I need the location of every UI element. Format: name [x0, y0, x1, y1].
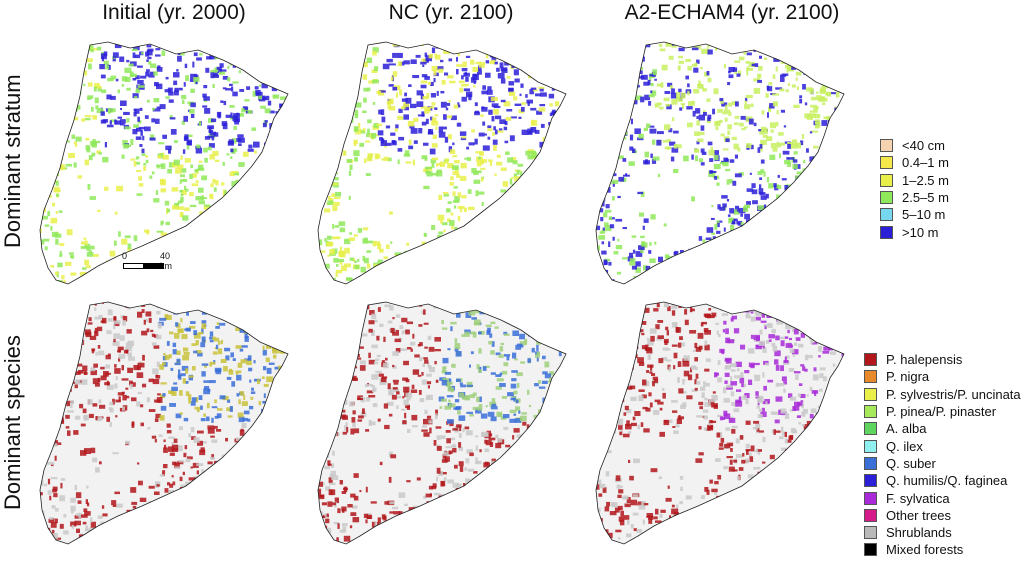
legend-species-item: Q. humilis/Q. faginea [864, 472, 1021, 489]
legend-stratum-swatch [880, 225, 893, 239]
legend-species-label: Mixed forests [886, 542, 964, 558]
column-title-initial: Initial (yr. 2000) [102, 1, 246, 24]
region-outline [595, 301, 845, 545]
legend-species-item: Q. ilex [864, 437, 1021, 454]
legend-species-swatch [864, 405, 877, 419]
legend-species-swatch [864, 422, 877, 436]
legend-stratum-swatch [880, 173, 893, 187]
legend-species-item: P. sylvestris/P. uncinata [864, 386, 1021, 403]
legend-species-label: P. halepensis [886, 352, 963, 368]
column-title-a2-echam4: A2-ECHAM4 (yr. 2100) [624, 1, 840, 24]
legend-species-label: Other trees [886, 507, 952, 523]
legend-species-swatch [864, 353, 877, 367]
region-fill [596, 302, 844, 544]
region-fill [40, 302, 288, 544]
legend-species: P. halepensis P. nigra P. sylvestris/P. un… [864, 351, 1021, 559]
legend-stratum-item: <40 cm [880, 137, 949, 154]
legend-species-item: P. nigra [864, 368, 1021, 385]
legend-stratum-label: 0.4–1 m [902, 155, 949, 171]
legend-species-label: F. sylvatica [886, 490, 950, 506]
row-title-dominant-stratum: Dominant stratum [0, 74, 25, 248]
legend-stratum-label: 2.5–5 m [902, 190, 949, 206]
legend-stratum-label: <40 cm [902, 138, 945, 154]
legend-stratum-swatch [880, 191, 893, 205]
scale-bar-white-segment [123, 263, 144, 269]
scale-bar-end-label: 40 km [160, 251, 172, 271]
legend-stratum-item: 2.5–5 m [880, 189, 949, 206]
legend-species-swatch [864, 543, 877, 557]
scale-bar-start-label: 0 [122, 251, 128, 261]
region-outline [317, 41, 567, 285]
row-title-dominant-species: Dominant species [0, 335, 25, 510]
map-species-a2-echam4 [595, 301, 845, 545]
map-stratum-initial [39, 41, 289, 285]
legend-species-swatch [864, 370, 877, 384]
legend-species-swatch [864, 508, 877, 522]
legend-species-item: F. sylvatica [864, 489, 1021, 506]
legend-species-item: P. halepensis [864, 351, 1021, 368]
scale-bar: 0 40 km [122, 251, 182, 281]
legend-stratum: <40 cm 0.4–1 m 1–2.5 m 2.5–5 m 5–10 m >10 m [880, 137, 949, 241]
legend-species-label: P. pinea/P. pinaster [886, 404, 997, 420]
region-outline [317, 301, 567, 545]
map-stratum-nc [317, 41, 567, 285]
legend-species-label: Shrublands [886, 525, 952, 541]
legend-species-item: Shrublands [864, 524, 1021, 541]
legend-species-label: P. sylvestris/P. uncinata [886, 386, 1021, 402]
legend-species-item: Mixed forests [864, 541, 1021, 558]
scale-bar-black-segment [143, 263, 164, 269]
legend-species-swatch [864, 387, 877, 401]
region-outline [39, 41, 289, 285]
legend-species-label: A. alba [886, 421, 927, 437]
legend-species-swatch [864, 526, 877, 540]
column-title-nc: NC (yr. 2100) [388, 1, 514, 24]
legend-species-item: Other trees [864, 507, 1021, 524]
legend-species-label: Q. humilis/Q. faginea [886, 473, 1008, 489]
legend-species-swatch [864, 491, 877, 505]
map-species-initial [39, 301, 289, 545]
legend-stratum-item: 0.4–1 m [880, 154, 949, 171]
legend-stratum-label: >10 m [902, 224, 939, 240]
legend-species-swatch [864, 456, 877, 470]
legend-stratum-swatch [880, 208, 893, 222]
legend-stratum-swatch [880, 156, 893, 170]
legend-stratum-item: >10 m [880, 223, 949, 240]
map-stratum-a2-echam4 [595, 41, 845, 285]
map-species-nc [317, 301, 567, 545]
region-outline [39, 301, 289, 545]
legend-species-label: Q. suber [886, 455, 936, 471]
legend-stratum-label: 5–10 m [902, 207, 946, 223]
legend-species-swatch [864, 474, 877, 488]
legend-species-label: P. nigra [886, 369, 930, 385]
legend-species-swatch [864, 439, 877, 453]
legend-species-item: P. pinea/P. pinaster [864, 403, 1021, 420]
legend-stratum-item: 1–2.5 m [880, 172, 949, 189]
legend-stratum-label: 1–2.5 m [902, 172, 949, 188]
legend-stratum-swatch [880, 139, 893, 153]
legend-species-item: Q. suber [864, 455, 1021, 472]
legend-species-item: A. alba [864, 420, 1021, 437]
region-outline [595, 41, 845, 285]
region-fill [40, 42, 288, 284]
legend-species-label: Q. ilex [886, 438, 923, 454]
legend-stratum-item: 5–10 m [880, 206, 949, 223]
